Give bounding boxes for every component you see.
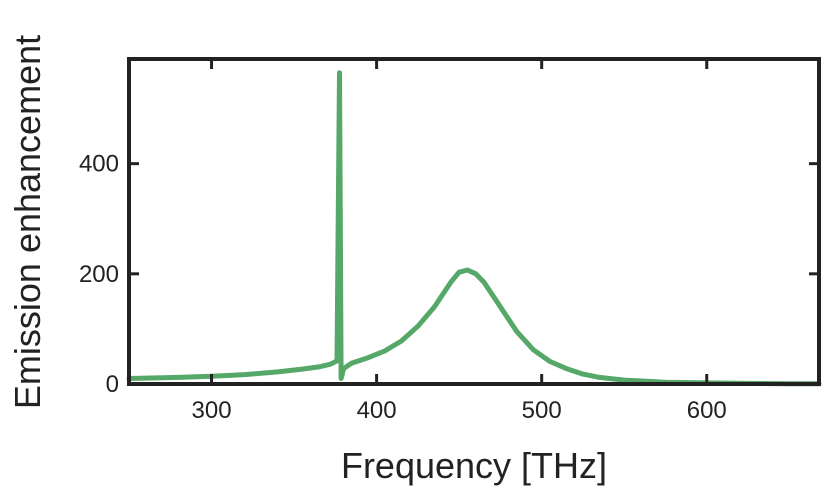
x-tick-label: 500 [522,397,562,424]
y-tick-label: 200 [79,261,119,288]
y-tick-label: 400 [79,151,119,178]
x-tick-label: 300 [192,397,232,424]
plot-frame [127,57,821,386]
x-tick-label: 600 [687,397,727,424]
x-tick-label: 400 [357,397,397,424]
series-line-0 [126,70,822,387]
y-tick-label: 0 [106,371,119,398]
x-axis-label: Frequency [THz] [341,445,607,486]
y-axis-label: Emission enhancement [7,35,48,409]
